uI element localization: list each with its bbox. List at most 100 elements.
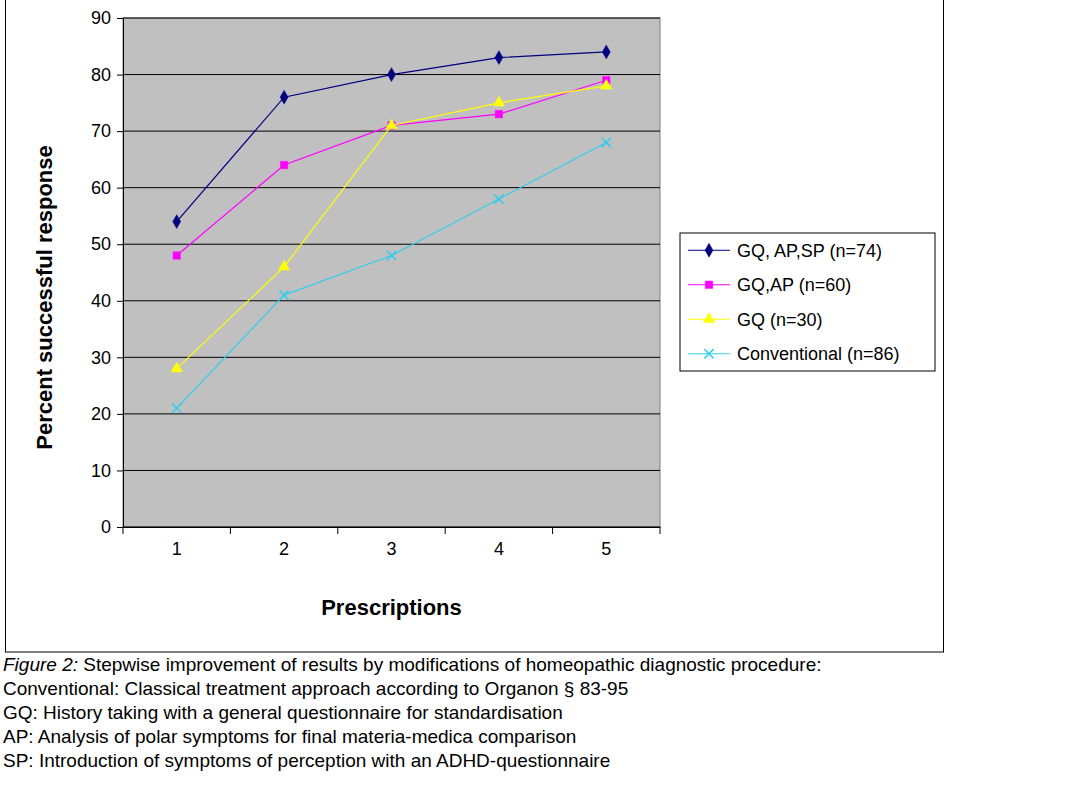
series-marker xyxy=(495,110,502,117)
x-axis-line xyxy=(124,527,661,528)
series-marker xyxy=(280,161,287,168)
caption-note: AP: Analysis of polar symptoms for final… xyxy=(3,726,576,747)
y-tick-mark xyxy=(117,75,123,76)
series-marker xyxy=(602,45,610,59)
series xyxy=(171,79,612,372)
y-tick-mark xyxy=(117,301,123,302)
y-tick-label: 90 xyxy=(91,8,111,28)
y-tick-label: 40 xyxy=(91,291,111,311)
legend-entry: GQ,AP (n=60) xyxy=(688,275,851,295)
series-marker xyxy=(388,68,396,82)
series-marker xyxy=(173,215,181,229)
y-tick-label: 60 xyxy=(91,178,111,198)
x-tick: 2 xyxy=(279,527,289,559)
series-marker xyxy=(602,138,611,147)
y-tick-label: 80 xyxy=(91,65,111,85)
caption-note: GQ: History taking with a general questi… xyxy=(3,702,563,723)
legend-label: GQ,AP (n=60) xyxy=(737,275,851,295)
series xyxy=(172,138,611,413)
caption-note: SP: Introduction of symptoms of percepti… xyxy=(3,750,610,771)
x-tick-label: 1 xyxy=(172,539,182,559)
legend-entry: GQ, AP,SP (n=74) xyxy=(688,241,882,261)
grid xyxy=(123,18,660,527)
series-marker xyxy=(495,51,503,65)
caption-title: Stepwise improvement of results by modif… xyxy=(78,654,822,675)
y-tick-mark xyxy=(117,357,123,358)
series xyxy=(173,77,610,260)
y-tick-mark xyxy=(117,414,123,415)
category-divider xyxy=(552,527,553,534)
legend: GQ, AP,SP (n=74) GQ,AP (n=60) GQ (n=30) Con… xyxy=(680,233,935,371)
y-axis-title: Percent successful response xyxy=(32,145,57,449)
y-tick: 10 xyxy=(91,461,123,481)
x-tick-label: 3 xyxy=(386,539,396,559)
y-tick: 60 xyxy=(91,178,123,198)
series xyxy=(173,45,611,228)
category-divider xyxy=(660,527,661,534)
y-tick-label: 50 xyxy=(91,234,111,254)
y-tick-label: 20 xyxy=(91,404,111,424)
legend-label: GQ, AP,SP (n=74) xyxy=(737,241,882,261)
grid-line xyxy=(123,413,660,414)
y-tick: 80 xyxy=(91,65,123,85)
series-marker xyxy=(387,251,396,260)
y-tick-label: 30 xyxy=(91,348,111,368)
x-tick-label: 5 xyxy=(601,539,611,559)
series-line xyxy=(177,142,607,408)
caption: Figure 2: Stepwise improvement of result… xyxy=(3,654,821,771)
x-tick-label: 2 xyxy=(279,539,289,559)
grid-line xyxy=(123,187,660,188)
category-divider xyxy=(230,527,231,534)
y-tick-label: 0 xyxy=(101,517,111,537)
y-tick-mark xyxy=(117,188,123,189)
caption-label: Figure 2: xyxy=(3,654,78,675)
legend-label: GQ (n=30) xyxy=(737,310,823,330)
grid-line xyxy=(123,244,660,245)
plot-area xyxy=(123,18,660,527)
x-axis: 1 2 3 4 5 xyxy=(123,527,661,559)
y-tick-label: 10 xyxy=(91,461,111,481)
y-tick: 90 xyxy=(91,8,123,28)
y-axis-line xyxy=(123,19,124,528)
series-marker xyxy=(280,90,288,104)
y-tick-mark xyxy=(117,18,123,19)
y-tick: 30 xyxy=(91,348,123,368)
y-tick: 50 xyxy=(91,234,123,254)
x-tick: 4 xyxy=(494,527,504,559)
series-marker xyxy=(386,119,397,129)
y-tick-label: 70 xyxy=(91,121,111,141)
series-marker xyxy=(601,79,612,89)
series-layer xyxy=(171,45,612,413)
caption-line: Figure 2: Stepwise improvement of result… xyxy=(3,654,821,675)
grid-line xyxy=(123,300,660,301)
series-line xyxy=(177,52,607,222)
grid-line xyxy=(123,131,660,132)
legend-entry: GQ (n=30) xyxy=(688,310,823,330)
legend-entry: Conventional (n=86) xyxy=(688,344,900,364)
series-marker xyxy=(278,260,289,270)
legend-swatch-marker xyxy=(703,313,714,323)
legend-swatch-marker xyxy=(705,281,712,288)
y-tick: 40 xyxy=(91,291,123,311)
x-tick: 5 xyxy=(601,527,611,559)
legend-box xyxy=(680,233,935,371)
y-tick-mark xyxy=(117,131,123,132)
series-line xyxy=(177,86,607,369)
series-line xyxy=(177,80,607,255)
y-tick-mark xyxy=(117,527,123,528)
category-divider xyxy=(123,527,124,534)
x-tick-label: 4 xyxy=(494,539,504,559)
category-divider xyxy=(445,527,446,534)
chart-frame xyxy=(6,0,944,652)
category-divider xyxy=(337,527,338,534)
grid-line xyxy=(123,527,660,528)
x-tick: 1 xyxy=(172,527,182,559)
y-tick: 20 xyxy=(91,404,123,424)
series-marker xyxy=(171,362,182,372)
caption-note: Conventional: Classical treatment approa… xyxy=(3,678,628,699)
grid-line xyxy=(123,470,660,471)
y-tick: 0 xyxy=(101,517,123,537)
legend-swatch-marker xyxy=(705,243,713,257)
legend-label: Conventional (n=86) xyxy=(737,344,900,364)
y-axis: 0 10 20 30 40 50 60 70 80 90 xyxy=(91,8,124,537)
